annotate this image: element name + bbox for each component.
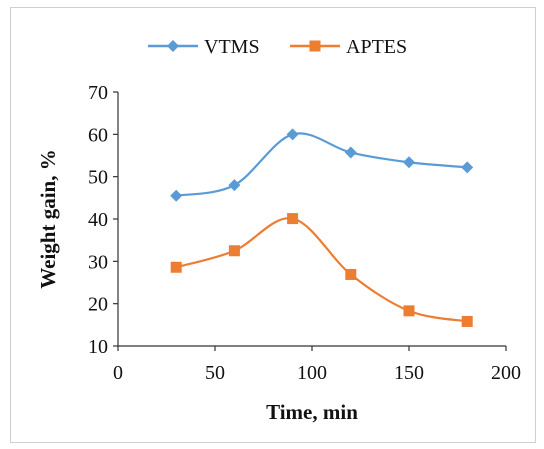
y-tick-label: 40	[88, 209, 108, 231]
series-group	[170, 128, 474, 327]
x-tick-label: 150	[394, 362, 424, 384]
chart-frame	[10, 7, 536, 443]
y-tick-label: 70	[88, 82, 108, 104]
vtms-point	[170, 189, 183, 202]
x-tick-label: 100	[297, 362, 327, 384]
aptes-point	[345, 268, 357, 280]
legend-marker-aptes	[309, 40, 321, 52]
aptes-point	[287, 213, 299, 225]
y-tick-label: 50	[88, 167, 108, 189]
legend: VTMS APTES	[148, 36, 407, 58]
aptes-point	[403, 305, 415, 317]
legend-label-vtms: VTMS	[204, 36, 260, 58]
x-tick-label: 200	[491, 362, 521, 384]
aptes-series	[170, 213, 473, 327]
ticks: 10 20 30 40 50 60 70 0 50 100 150 200	[88, 82, 521, 384]
axes	[117, 92, 506, 347]
x-tick-label: 50	[205, 362, 225, 384]
vtms-series	[170, 128, 474, 202]
y-tick-label: 10	[88, 336, 108, 358]
aptes-point	[170, 261, 182, 273]
y-tick-label: 30	[88, 251, 108, 273]
aptes-point	[228, 245, 240, 257]
legend-label-aptes: APTES	[346, 36, 407, 58]
aptes-line	[175, 217, 468, 323]
x-axis-title: Time, min	[266, 400, 358, 424]
vtms-point	[344, 146, 357, 159]
vtms-point	[228, 179, 241, 192]
vtms-point	[403, 156, 415, 169]
vtms-point	[286, 128, 299, 141]
y-tick-label: 20	[88, 294, 108, 316]
x-tick-label: 0	[113, 362, 123, 384]
legend-marker-vtms	[167, 40, 179, 52]
y-tick-label: 60	[88, 124, 108, 146]
y-axis-title: Weight gain, %	[36, 149, 60, 288]
vtms-point	[461, 161, 474, 174]
aptes-point	[461, 315, 473, 327]
vtms-line	[176, 132, 468, 197]
